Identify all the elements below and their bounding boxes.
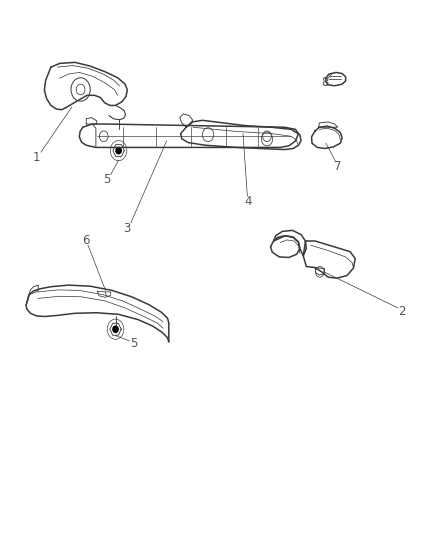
Circle shape (116, 148, 121, 154)
Text: 4: 4 (244, 195, 252, 208)
Text: 5: 5 (130, 336, 137, 350)
Text: 8: 8 (321, 76, 329, 89)
Text: 3: 3 (124, 222, 131, 235)
Text: 1: 1 (33, 151, 40, 164)
Text: 6: 6 (82, 235, 90, 247)
Circle shape (113, 326, 118, 333)
Text: 5: 5 (103, 173, 110, 186)
Text: 7: 7 (334, 160, 342, 173)
Text: 2: 2 (398, 305, 405, 318)
